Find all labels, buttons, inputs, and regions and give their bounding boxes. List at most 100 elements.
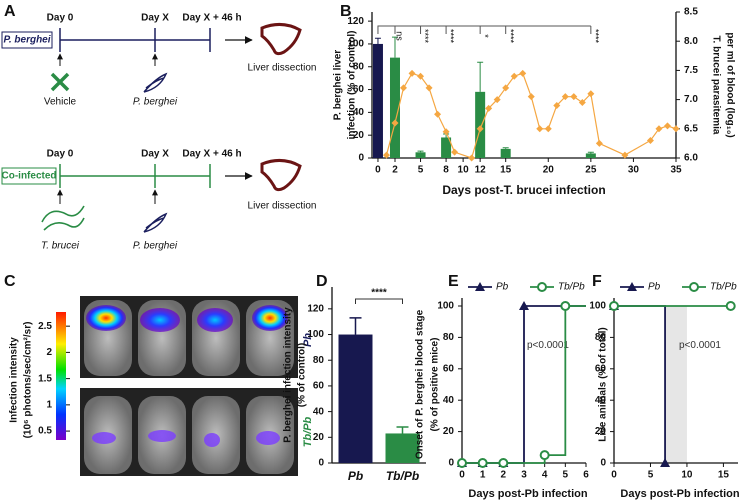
marker (417, 72, 425, 80)
significance-bracket (377, 25, 591, 34)
annotation: p<0.0001 (679, 340, 721, 351)
y-tick-label: 6.5 (684, 123, 698, 134)
y-tick-label: 60 (353, 84, 365, 95)
legend-marker (537, 282, 547, 292)
y-tick-label: 8.0 (684, 36, 698, 47)
treatment-label: Vehicle (44, 97, 77, 108)
step-line (462, 305, 586, 464)
significance-label: **** (371, 288, 387, 299)
marker (498, 458, 509, 468)
x-tick-label: 10 (681, 470, 693, 481)
x-tick-label: 15 (718, 470, 730, 481)
marker (595, 139, 603, 147)
marker (725, 301, 736, 311)
colorbar-tick-label: 2.5 (38, 321, 52, 332)
y-axis-label: (% of control) (297, 343, 308, 407)
y-tick-label: 0 (600, 458, 606, 469)
bar (338, 334, 373, 463)
marker (655, 125, 663, 133)
y-tick-label: 40 (313, 406, 325, 417)
x-tick-label: 5 (648, 470, 654, 481)
panel-label: F (592, 273, 602, 290)
x-tick-label: Pb (348, 469, 363, 483)
day-label: Day 0 (47, 149, 74, 160)
x-axis-label: Days post-T. brucei infection (442, 183, 605, 197)
panel-label: A (4, 3, 16, 20)
y2-axis-label: per ml of blood (log₁₀) (724, 32, 735, 137)
colorbar-label: (10⁶ photons/sec/cm²/sr) (23, 322, 34, 439)
day-label: Day X (141, 13, 169, 24)
colorbar-label: Infection intensity (9, 337, 20, 423)
legend-marker (475, 282, 485, 291)
x-tick-label: 10 (458, 165, 470, 176)
colorbar-tick-label: 1.5 (38, 373, 52, 384)
error-bar (391, 36, 398, 58)
marker (561, 93, 569, 101)
marker (553, 101, 561, 109)
panel-label: B (340, 3, 352, 20)
legend-marker (689, 282, 699, 292)
x-tick-label: 30 (628, 165, 640, 176)
y-tick-label: 80 (443, 332, 455, 343)
error-bar (587, 151, 594, 154)
marker (493, 96, 501, 104)
y-axis-label: P. berghei liver (333, 50, 344, 121)
error-bar (477, 61, 484, 92)
y-tick-label: 7.5 (684, 65, 698, 76)
error-bar (502, 147, 509, 149)
marker (477, 458, 488, 468)
outcome-label: Liver dissection (248, 201, 317, 212)
marker (391, 119, 399, 127)
marker (400, 84, 408, 92)
y-tick-label: 6.0 (684, 153, 698, 164)
y-tick-label: 8.5 (684, 7, 698, 18)
bar (441, 137, 452, 158)
marker (560, 301, 571, 311)
x-tick-label: 1 (480, 470, 486, 481)
x-tick-label: 35 (670, 165, 682, 176)
marker (527, 93, 535, 101)
y-tick-label: 60 (313, 381, 325, 392)
y-axis-label: infection (% of control) (347, 31, 358, 140)
y-tick-label: 60 (443, 363, 455, 374)
y-axis-label: P. berghei infection intensity (283, 307, 294, 443)
x-axis-label: Days post-Pb infection (620, 488, 739, 500)
x-tick-label: 12 (475, 165, 487, 176)
error-bar (349, 317, 362, 335)
x-tick-label: 15 (500, 165, 512, 176)
significance-label: **** (590, 29, 600, 44)
x-tick-label: 8 (443, 165, 449, 176)
day-label: Day X + 46 h (182, 149, 241, 160)
y-tick-label: 40 (443, 395, 455, 406)
step-line (614, 305, 666, 463)
marker (510, 72, 518, 80)
y-tick-label: 100 (347, 39, 364, 50)
legend-label: Pb (496, 282, 509, 293)
panel-label: D (316, 273, 328, 290)
bar (385, 433, 420, 463)
group-label: Tb/Pb (302, 416, 314, 447)
x-tick-label: 3 (521, 470, 527, 481)
group-label: P. berghei (3, 35, 50, 46)
significance-label: ns (395, 31, 405, 41)
day-label: Day 0 (47, 13, 74, 24)
x-tick-label: 5 (563, 470, 569, 481)
treatment-label: P. berghei (133, 97, 178, 108)
y-tick-label: 100 (589, 301, 606, 312)
marker (663, 122, 671, 130)
marker (425, 84, 433, 92)
bar (415, 152, 426, 158)
marker (502, 84, 510, 92)
y-tick-label: 0 (318, 458, 324, 469)
y-axis-label: Onset of P. berghei blood stage (415, 309, 426, 459)
error-bar (417, 150, 424, 153)
legend-label: Pb (648, 282, 661, 293)
x-tick-label: 5 (418, 165, 424, 176)
y-tick-label: 120 (347, 16, 364, 27)
marker (660, 458, 671, 467)
y-tick-label: 7.0 (684, 94, 698, 105)
x-axis-label: Days post-Pb infection (468, 488, 587, 500)
marker (587, 90, 595, 98)
marker (434, 110, 442, 118)
panel-label: E (448, 273, 459, 290)
